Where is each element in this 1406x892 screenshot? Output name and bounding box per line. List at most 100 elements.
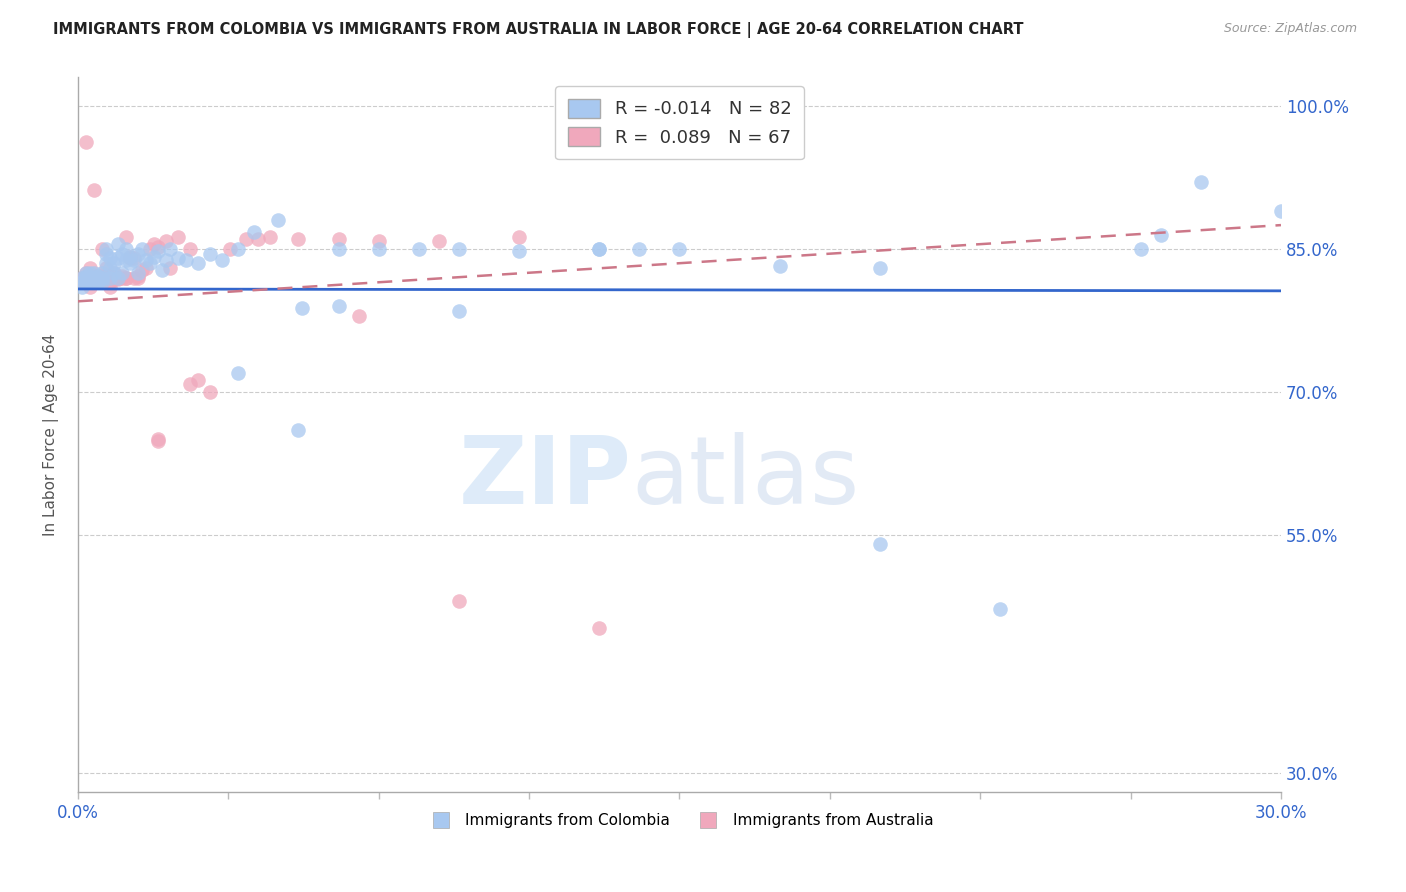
Point [90, 242, 112, 256]
Point [98, 270, 121, 285]
Point [94, 256, 117, 270]
Point [127, 246, 149, 260]
Point [83, 270, 105, 285]
Point [111, 268, 134, 283]
Point [167, 252, 190, 266]
Point [143, 237, 166, 252]
Point [79, 275, 101, 289]
Point [267, 213, 290, 227]
Point [111, 246, 134, 260]
Point [83, 272, 105, 286]
Point [70, 270, 93, 285]
Point [115, 253, 138, 268]
Point [103, 256, 125, 270]
Point [287, 232, 309, 246]
Point [259, 230, 281, 244]
Point [90, 266, 112, 280]
Point [90, 270, 112, 285]
Point [155, 253, 177, 268]
Point [107, 270, 129, 285]
Legend: Immigrants from Colombia, Immigrants from Australia: Immigrants from Colombia, Immigrants fro… [419, 807, 939, 834]
Point [447, 594, 470, 608]
Point [103, 266, 125, 280]
Point [70, 275, 93, 289]
Point [90, 270, 112, 285]
Point [98, 260, 121, 275]
Point [79, 272, 101, 286]
Point [115, 270, 138, 285]
Point [87, 275, 110, 289]
Point [200, 246, 222, 260]
Point [187, 373, 209, 387]
Point [447, 303, 470, 318]
Point [98, 268, 121, 283]
Point [367, 235, 389, 249]
Point [200, 384, 222, 399]
Point [367, 242, 389, 256]
Point [118, 250, 141, 264]
Point [79, 275, 101, 289]
Point [94, 246, 117, 260]
Point [87, 270, 110, 285]
Point [159, 260, 181, 275]
Point [75, 266, 97, 280]
Point [115, 270, 138, 285]
Point [139, 256, 162, 270]
Point [75, 270, 97, 285]
Point [122, 252, 145, 266]
Point [159, 242, 181, 256]
Point [115, 230, 138, 244]
Point [328, 242, 350, 256]
Point [139, 242, 162, 256]
Point [869, 260, 891, 275]
Point [83, 270, 105, 285]
Point [146, 433, 169, 447]
Point [70, 275, 93, 289]
Point [247, 232, 270, 246]
Point [127, 270, 149, 285]
Point [122, 253, 145, 268]
Point [90, 272, 112, 286]
Point [83, 183, 105, 197]
Point [103, 266, 125, 280]
Text: IMMIGRANTS FROM COLOMBIA VS IMMIGRANTS FROM AUSTRALIA IN LABOR FORCE | AGE 20-64: IMMIGRANTS FROM COLOMBIA VS IMMIGRANTS F… [53, 22, 1024, 38]
Point [219, 242, 242, 256]
Point [111, 266, 134, 280]
Point [111, 270, 134, 285]
Point [447, 242, 470, 256]
Point [167, 230, 190, 244]
Point [87, 272, 110, 286]
Point [179, 377, 201, 392]
Point [94, 242, 117, 256]
Point [226, 366, 249, 380]
Point [83, 275, 105, 289]
Point [98, 275, 121, 289]
Point [94, 270, 117, 285]
Text: ZIP: ZIP [458, 432, 631, 524]
Point [287, 423, 309, 437]
Point [94, 260, 117, 275]
Point [107, 270, 129, 285]
Point [87, 268, 110, 283]
Point [122, 270, 145, 285]
Point [79, 266, 101, 280]
Point [75, 135, 97, 149]
Point [668, 242, 690, 256]
Point [1129, 242, 1152, 256]
Point [70, 270, 93, 285]
Point [87, 275, 110, 289]
Point [1189, 175, 1212, 189]
Point [70, 280, 93, 294]
Point [75, 266, 97, 280]
Point [508, 244, 530, 258]
Point [143, 250, 166, 264]
Point [83, 272, 105, 286]
Point [243, 225, 266, 239]
Point [588, 621, 610, 635]
Point [98, 280, 121, 294]
Point [135, 253, 157, 268]
Point [79, 270, 101, 285]
Point [98, 252, 121, 266]
Point [75, 268, 97, 283]
Point [328, 299, 350, 313]
